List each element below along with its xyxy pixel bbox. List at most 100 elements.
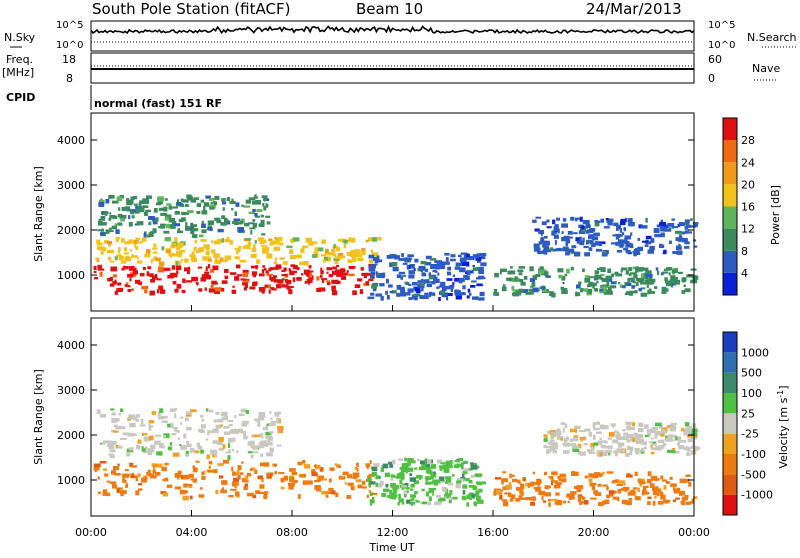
vel-cell — [656, 488, 661, 491]
power-cell — [175, 265, 182, 270]
vel-cell — [516, 479, 521, 483]
vel-cell — [192, 465, 195, 469]
power-cell — [148, 232, 154, 237]
power-cell — [351, 254, 354, 259]
vel-cell — [266, 423, 270, 427]
power-cell — [396, 284, 402, 290]
vel-cell — [544, 492, 551, 497]
power-cell — [247, 241, 252, 246]
vel-cell — [382, 463, 389, 469]
power-cell — [258, 287, 266, 292]
vel-cell — [147, 474, 151, 477]
power-cell — [470, 285, 476, 288]
power-cell — [109, 227, 112, 231]
vel-cell — [554, 500, 558, 505]
power-cell — [684, 230, 689, 234]
vel-cell — [176, 429, 180, 433]
vel-cell — [451, 474, 455, 477]
vel-cell — [473, 493, 479, 497]
power-cell — [348, 273, 355, 277]
power-cell — [632, 266, 637, 270]
power-cell — [141, 285, 149, 290]
vel-cell — [608, 451, 611, 456]
vel-cell — [616, 431, 620, 436]
power-cell — [683, 222, 690, 226]
power-cell — [609, 291, 613, 295]
power-cell — [466, 253, 470, 258]
power-cell — [444, 252, 450, 256]
vel-cell — [438, 476, 445, 482]
power-cell — [182, 278, 186, 283]
power-cell — [151, 275, 158, 280]
vel-cell — [104, 473, 109, 477]
power-cell — [159, 289, 166, 294]
vel-cell — [212, 440, 220, 444]
power-cell — [135, 279, 141, 284]
y-tick-label: 2000 — [57, 429, 85, 442]
vel-cell — [463, 471, 468, 475]
power-cell — [132, 270, 138, 275]
vel-cell — [587, 449, 593, 453]
vel-cell — [563, 450, 570, 454]
power-cell — [168, 218, 176, 223]
power-cell — [234, 256, 240, 260]
vel-cell — [392, 488, 398, 493]
power-cell — [289, 249, 293, 255]
power-cell — [151, 217, 159, 222]
power-cell — [420, 287, 424, 292]
vel-cell — [561, 474, 566, 478]
power-cell — [664, 277, 668, 282]
power-cell — [529, 288, 533, 292]
vel-cell — [228, 495, 234, 498]
power-cell — [97, 242, 103, 246]
power-cell — [532, 287, 539, 293]
power-cell — [300, 248, 305, 253]
power-cell — [198, 247, 205, 250]
vel-cell — [542, 500, 547, 503]
vel-cell — [277, 426, 284, 431]
colorbar-swatch — [723, 140, 737, 163]
power-cell — [475, 257, 482, 261]
power-cell — [111, 225, 118, 230]
vel-cell — [634, 448, 640, 453]
vel-cell — [597, 483, 602, 487]
power-cell — [618, 244, 625, 247]
power-cell — [567, 230, 573, 235]
power-cell — [671, 269, 678, 273]
colorbar-tick: 24 — [741, 156, 755, 169]
vel-cell — [551, 481, 554, 486]
power-cell — [227, 197, 231, 200]
vel-cell — [567, 501, 570, 504]
power-cell — [545, 275, 552, 278]
power-cell — [603, 226, 610, 229]
vel-cell — [425, 466, 431, 471]
power-cell — [462, 262, 467, 266]
vel-cell — [642, 489, 647, 495]
power-cell — [172, 206, 178, 209]
vel-cell — [579, 437, 586, 441]
power-cell — [415, 290, 421, 294]
power-cell — [376, 272, 383, 277]
y-tick-label: 3000 — [57, 384, 85, 397]
vel-cell — [468, 480, 473, 484]
vel-cell — [114, 473, 121, 476]
power-cell — [599, 288, 604, 292]
vel-cell — [449, 464, 453, 469]
power-cell — [634, 270, 639, 273]
power-cell — [126, 255, 130, 260]
vel-cell — [601, 451, 608, 456]
vel-cell — [199, 487, 203, 490]
power-cell — [370, 292, 375, 296]
vel-cell — [683, 431, 690, 436]
vel-cell — [227, 437, 233, 443]
vel-cell — [303, 464, 311, 469]
vel-cell — [568, 494, 575, 500]
vel-cell — [297, 494, 301, 499]
power-cell — [274, 266, 279, 270]
power-cell — [408, 283, 412, 286]
vel-cell — [460, 478, 465, 482]
colorbar-tick: 1000 — [741, 346, 769, 359]
vel-cell — [602, 484, 608, 487]
power-cell — [539, 266, 544, 270]
power-cell — [172, 253, 177, 257]
